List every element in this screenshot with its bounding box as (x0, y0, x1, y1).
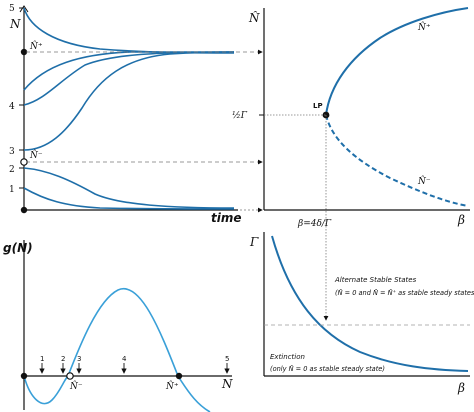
lower-branch-label: N̂⁻ (417, 175, 431, 187)
tick-label: 1 (9, 185, 15, 195)
trajectory-from-5 (23, 7, 235, 54)
extinction-detail: (only N̂ = 0 as stable steady state) (270, 365, 385, 373)
tick-label: 4 (9, 102, 15, 112)
panel-c-y-label: g(N) (3, 241, 33, 255)
tick-label: 2 (9, 165, 15, 175)
alternate-states-title: Alternate Stable States (334, 276, 417, 284)
panel-d-y-label: Γ (249, 235, 259, 249)
panel-a-y-arrow-icon (19, 5, 29, 13)
upper-stable-branch (325, 7, 469, 116)
trajectory-from-3 (23, 51, 235, 151)
limit-point-label: LP (313, 102, 323, 110)
panel-c-n-plus-label: N̂⁺ (165, 380, 179, 392)
extinction-title: Extinction (270, 353, 305, 361)
panel-bifurcation: N̂ β LP ½Γ β=4δ/Γ N̂⁺ N̂⁻ (232, 7, 470, 321)
zero-root-dot (20, 372, 28, 380)
threshold-curve (271, 235, 469, 372)
trajectory-from-1 (23, 187, 235, 210)
tick-label: 3 (9, 147, 15, 157)
panel-a-ticks: 5 4 3 2 1 (9, 4, 24, 195)
upper-branch-label: N̂⁺ (417, 21, 431, 33)
ic-label: 4 (122, 355, 127, 363)
panel-b-x-label: β (457, 213, 465, 227)
half-gamma-label: ½Γ (232, 110, 248, 121)
panel-time-series: N time 5 4 3 2 1 N̂⁺ N̂⁻ (9, 4, 263, 225)
n-minus-root-open-dot (66, 372, 74, 380)
ic-label: 5 (225, 355, 229, 363)
initial-condition-markers: 1 2 3 4 5 (39, 355, 230, 374)
panel-c-x-label: N (221, 377, 233, 391)
panel-a-n-minus-label: N̂⁻ (29, 149, 43, 161)
panel-a-x-label: time (211, 211, 242, 225)
trajectories (23, 7, 235, 210)
trajectory-mid-upper (23, 51, 234, 91)
trajectory-from-4 (23, 51, 235, 106)
panel-d-x-label: β (457, 381, 465, 395)
alternate-states-detail: (N̂ = 0 and N̂ = N̂⁺ as stable steady st… (335, 289, 474, 297)
lower-unstable-branch (325, 114, 469, 207)
panel-a-y-label: N (9, 17, 21, 31)
panel-a-n-plus-label: N̂⁺ (29, 40, 43, 52)
panel-growth-function: g(N) N N̂⁻ N̂⁺ 1 2 3 4 5 (3, 240, 233, 412)
ic-label: 2 (61, 355, 65, 363)
n-plus-equilibrium-dot (20, 48, 28, 56)
ic-label: 1 (40, 355, 44, 363)
n-plus-root-dot (175, 372, 183, 380)
beta-threshold-label: β=4δ/Γ (297, 219, 332, 229)
tick-label: 5 (9, 4, 15, 14)
zero-equilibrium-dot (20, 206, 28, 214)
panel-c-n-minus-label: N̂⁻ (69, 380, 83, 392)
panel-regime-diagram: Γ β Alternate Stable States (N̂ = 0 and … (249, 232, 474, 395)
ic-label: 3 (77, 355, 81, 363)
growth-curve (23, 287, 211, 412)
trajectory-from-2 (23, 167, 235, 209)
panel-b-y-label: N̂ (248, 10, 260, 25)
